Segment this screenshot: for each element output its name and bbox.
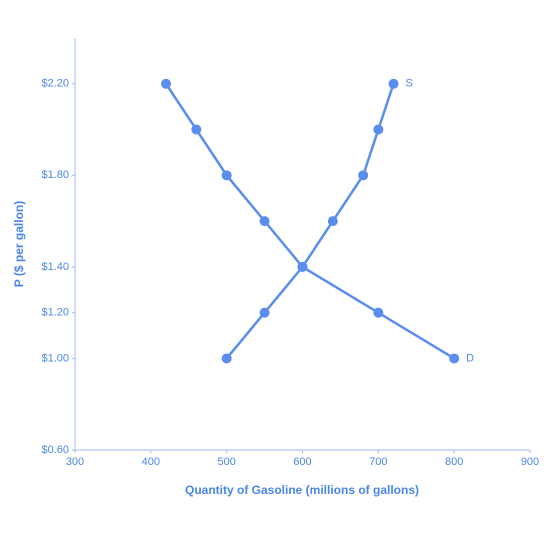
point: [259, 216, 270, 227]
x-tick-label: 500: [217, 456, 235, 468]
x-tick-label: 800: [445, 456, 463, 468]
point: [449, 353, 460, 364]
point: [259, 307, 270, 318]
series-label: D: [466, 352, 474, 364]
series-line: [164, 83, 455, 360]
point: [327, 216, 338, 227]
point: [297, 261, 308, 272]
x-tick-label: 700: [369, 456, 387, 468]
point: [191, 124, 202, 135]
y-tick-label: $1.20: [41, 307, 69, 319]
x-tick-label: 900: [521, 456, 539, 468]
point: [388, 78, 399, 89]
point: [373, 307, 384, 318]
point: [221, 170, 232, 181]
x-tick-label: 600: [293, 456, 311, 468]
x-tick-label: 400: [142, 456, 160, 468]
point: [373, 124, 384, 135]
series-label: S: [406, 78, 413, 90]
y-tick-label: $0.60: [41, 444, 69, 456]
point: [221, 353, 232, 364]
y-axis-title: P ($ per gallon): [12, 201, 26, 287]
point: [161, 78, 171, 89]
x-axis-title: Quantity of Gasoline (millions of gallon…: [185, 483, 419, 497]
series-line: [225, 83, 395, 360]
y-tick-label: $1.40: [41, 261, 69, 273]
y-tick-label: $1.00: [41, 352, 69, 364]
point: [358, 170, 369, 181]
x-tick-label: 300: [66, 456, 84, 468]
y-tick-label: $1.80: [41, 169, 69, 181]
y-tick-label: $2.20: [41, 78, 69, 90]
